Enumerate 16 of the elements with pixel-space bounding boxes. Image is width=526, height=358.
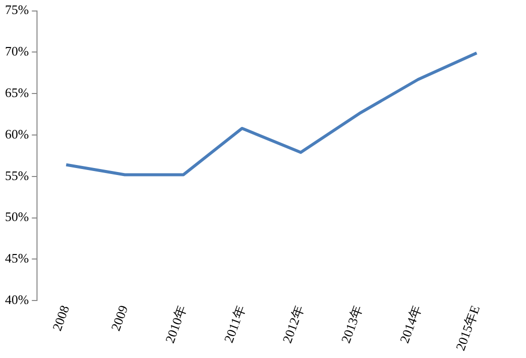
x-tick-label: 2015年E bbox=[452, 303, 483, 352]
y-tick-label: 40% bbox=[4, 292, 29, 307]
x-tick-label: 2012年 bbox=[279, 303, 307, 346]
x-tick-label: 2009 bbox=[108, 303, 131, 333]
x-tick-label: 2014年 bbox=[396, 303, 424, 346]
x-tick-label: 2008 bbox=[49, 303, 72, 333]
x-tick-label: 2013年 bbox=[338, 303, 366, 346]
y-tick-label: 75% bbox=[4, 2, 29, 18]
x-tick-label: 2010年 bbox=[162, 303, 190, 346]
y-tick-label: 60% bbox=[4, 126, 29, 142]
y-tick-label: 45% bbox=[4, 250, 29, 266]
y-tick-label: 70% bbox=[4, 44, 29, 59]
y-tick-label: 65% bbox=[4, 85, 29, 100]
y-tick-label: 55% bbox=[4, 168, 29, 183]
x-tick-label: 2011年 bbox=[220, 303, 248, 345]
y-tick-label: 50% bbox=[4, 209, 29, 224]
